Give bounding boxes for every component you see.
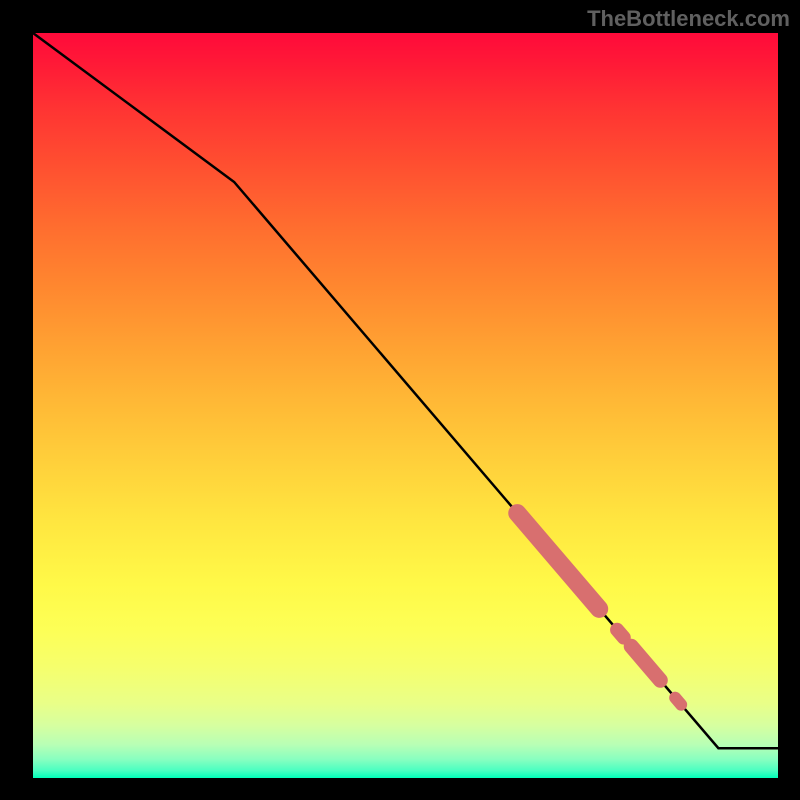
data-segment-1 xyxy=(617,630,624,638)
chart-overlay xyxy=(0,0,800,800)
main-line xyxy=(33,33,778,748)
data-segment-0 xyxy=(517,513,599,609)
data-segment-3 xyxy=(675,698,681,705)
data-segment-2 xyxy=(631,646,660,680)
chart-container: TheBottleneck.com xyxy=(0,0,800,800)
watermark-text: TheBottleneck.com xyxy=(587,6,790,32)
